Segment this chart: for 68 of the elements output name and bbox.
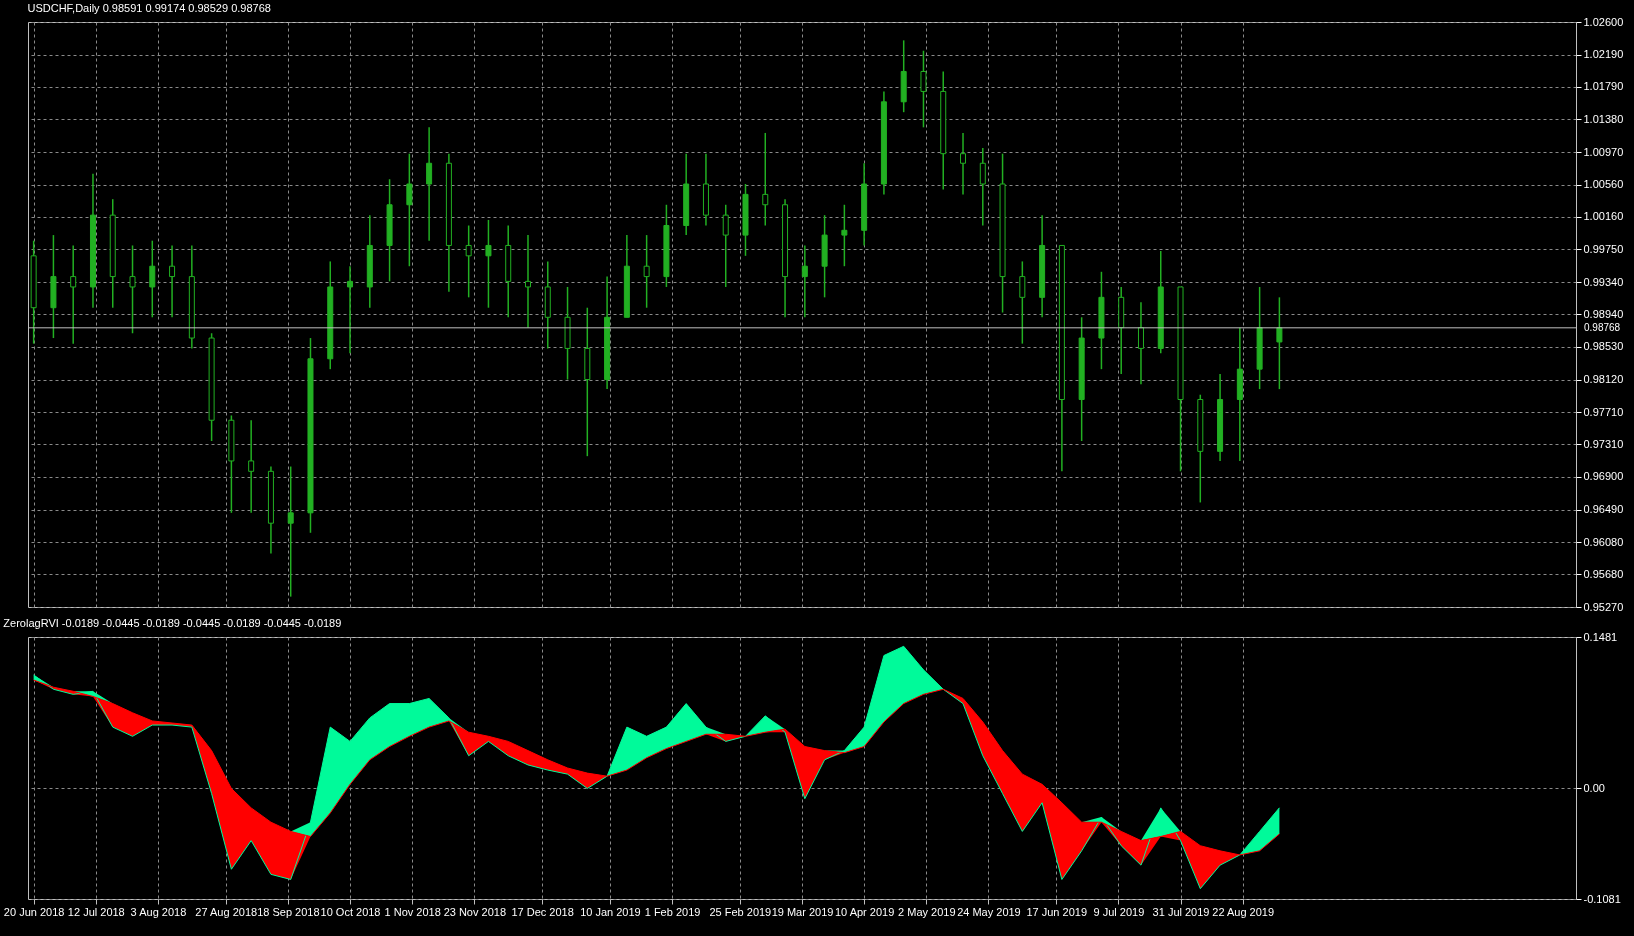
- candlestick: [70, 244, 77, 345]
- x-tick-label: 20 Jun 2018: [3, 905, 65, 918]
- x-tick-label: 10 Apr 2019: [834, 905, 895, 918]
- candlestick: [465, 224, 472, 299]
- x-tick-label: 18 Sep 2018: [257, 905, 320, 918]
- y-tick-label: 1.02600: [1583, 15, 1624, 28]
- candlestick: [960, 132, 967, 196]
- x-tick-label: 17 Jun 2019: [1026, 905, 1088, 918]
- y-tick-label: 1.01380: [1583, 112, 1624, 125]
- candlestick: [1137, 301, 1144, 386]
- candlestick: [524, 234, 531, 329]
- x-tick-label: 10 Jan 2019: [580, 905, 641, 918]
- x-tick-label: 23 Nov 2018: [443, 905, 507, 918]
- x-tick-label: 25 Feb 2019: [709, 905, 772, 918]
- x-tick-label: 17 Dec 2018: [511, 905, 574, 918]
- x-tick-label: 19 Mar 2019: [771, 905, 834, 918]
- candlestick: [979, 147, 986, 227]
- y-tick-label: 0.96080: [1583, 535, 1624, 548]
- chart-title: USDCHF,Daily 0.98591 0.99174 0.98529 0.98768: [27, 2, 271, 14]
- x-tick-label: 31 Jul 2019: [1152, 905, 1210, 918]
- y-tick-label: 1.00560: [1583, 178, 1624, 191]
- y-tick-label: 0.99750: [1583, 242, 1624, 255]
- y-tick-label: 1.00160: [1583, 210, 1624, 223]
- y-tick-label: 0.96490: [1583, 503, 1624, 516]
- x-tick-label: 3 Aug 2018: [130, 905, 187, 918]
- y-tick-label: 1.00970: [1583, 145, 1624, 158]
- y-tick-label: 0.95680: [1583, 567, 1624, 580]
- y-tick-label: 0.99340: [1583, 275, 1624, 288]
- x-tick-label: 10 Oct 2018: [320, 905, 381, 918]
- candlestick: [149, 239, 156, 319]
- candlestick: [762, 132, 769, 227]
- y-tick-label: -0.1081: [1583, 892, 1621, 905]
- y-tick-label: 0.97310: [1583, 437, 1624, 450]
- candlestick: [287, 465, 294, 598]
- y-tick-label: 0.98120: [1583, 373, 1624, 386]
- x-tick-label: 12 Jul 2018: [67, 905, 125, 918]
- candlestick: [347, 265, 354, 354]
- y-tick-label: 0.00: [1583, 781, 1605, 794]
- candlestick: [129, 244, 136, 335]
- x-tick-label: 24 May 2019: [957, 905, 1021, 918]
- candlestick: [248, 419, 255, 514]
- y-tick-label: 0.98940: [1583, 307, 1624, 320]
- y-tick-label: 1.01790: [1583, 80, 1624, 93]
- candlestick: [406, 152, 413, 267]
- candlestick: [426, 126, 433, 242]
- x-tick-label: 1 Feb 2019: [644, 905, 701, 918]
- candlestick: [920, 49, 927, 129]
- candlestick: [485, 219, 492, 309]
- candlestick: [169, 244, 176, 319]
- candlestick: [1019, 260, 1026, 345]
- x-tick-label: 2 May 2019: [898, 905, 956, 918]
- y-tick-label: 0.97710: [1583, 405, 1624, 418]
- x-tick-label: 1 Nov 2018: [384, 905, 441, 918]
- x-tick-label: 22 Aug 2019: [1212, 905, 1275, 918]
- candlestick: [841, 204, 848, 267]
- candlestick: [1276, 296, 1283, 390]
- y-tick-label: 0.98530: [1583, 340, 1624, 353]
- y-tick-label: 0.1481: [1583, 630, 1618, 643]
- chart-title: ZerolagRVI -0.0189 -0.0445 -0.0189 -0.0445 -0.0189 -0.0445 -0.0189: [3, 617, 342, 629]
- y-tick-label: 0.96900: [1583, 470, 1624, 483]
- y-tick-label: 1.02190: [1583, 48, 1624, 61]
- candlestick: [722, 204, 729, 288]
- candlestick: [801, 244, 808, 319]
- ref-line-label: 0.98768: [1584, 321, 1621, 333]
- x-tick-label: 9 Jul 2019: [1093, 905, 1145, 918]
- x-tick-label: 27 Aug 2018: [195, 905, 258, 918]
- y-tick-label: 0.95270: [1583, 600, 1624, 613]
- candlestick: [643, 234, 650, 309]
